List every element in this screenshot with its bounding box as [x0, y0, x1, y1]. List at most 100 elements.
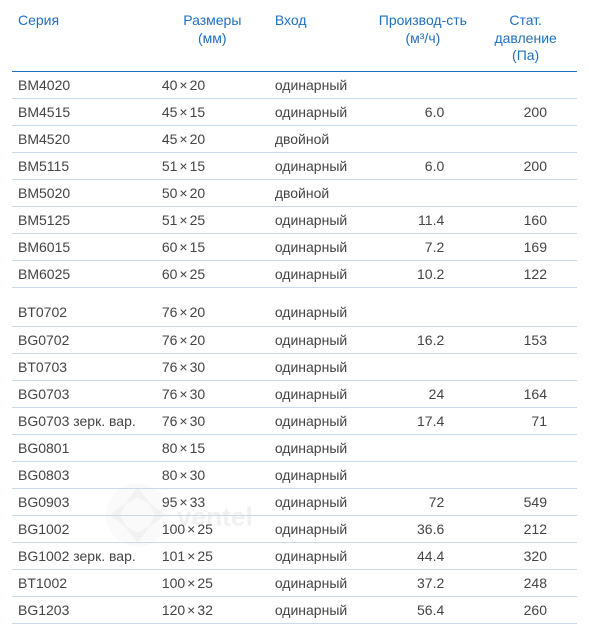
table-row: BM402040×20одинарный	[12, 71, 577, 98]
dim-height: 15	[190, 104, 206, 120]
dim-height: 30	[190, 359, 206, 375]
dim-times: ×	[177, 467, 189, 483]
cell-inlet: одинарный	[269, 299, 372, 326]
cell-size: 101×25	[156, 542, 269, 569]
cell-flow	[372, 461, 475, 488]
cell-inlet: одинарный	[269, 569, 372, 596]
table-row: BG070276×20одинарный16.2153	[12, 326, 577, 353]
header-flow: Производ-сть (м³/ч)	[372, 8, 475, 71]
table-row: BT070276×20одинарный	[12, 299, 577, 326]
cell-flow: 37.2	[372, 569, 475, 596]
cell-pressure	[474, 434, 577, 461]
cell-pressure: 549	[474, 488, 577, 515]
dim-width: 51	[162, 212, 178, 228]
dim-width: 101	[162, 548, 185, 564]
dim-times: ×	[177, 359, 189, 375]
cell-flow: 36.6	[372, 515, 475, 542]
cell-inlet: одинарный	[269, 434, 372, 461]
cell-size: 51×15	[156, 152, 269, 179]
cell-series: BG0803	[12, 461, 156, 488]
table-row: BG1203120×32одинарный56.4260	[12, 596, 577, 623]
dim-times: ×	[177, 104, 189, 120]
cell-inlet: двойной	[269, 125, 372, 152]
cell-pressure: 160	[474, 206, 577, 233]
table-row: BG090395×33одинарный72549	[12, 488, 577, 515]
cell-flow: 16.2	[372, 326, 475, 353]
cell-pressure	[474, 71, 577, 98]
dim-width: 51	[162, 158, 178, 174]
header-size-label-2: (мм)	[198, 30, 227, 46]
cell-inlet: одинарный	[269, 488, 372, 515]
dim-times: ×	[177, 440, 189, 456]
cell-inlet: одинарный	[269, 380, 372, 407]
dim-times: ×	[185, 548, 197, 564]
header-series: Серия	[12, 8, 156, 71]
table-row: BM452045×20двойной	[12, 125, 577, 152]
dim-height: 20	[190, 131, 206, 147]
dim-width: 50	[162, 185, 178, 201]
dim-times: ×	[177, 266, 189, 282]
cell-series: BM4020	[12, 71, 156, 98]
cell-series: BG1002	[12, 515, 156, 542]
cell-pressure: 122	[474, 260, 577, 287]
dim-width: 80	[162, 440, 178, 456]
dim-times: ×	[177, 386, 189, 402]
cell-size: 80×30	[156, 461, 269, 488]
cell-series: BG0702	[12, 326, 156, 353]
dim-times: ×	[177, 77, 189, 93]
dim-width: 100	[162, 575, 185, 591]
cell-size: 40×20	[156, 71, 269, 98]
cell-inlet: одинарный	[269, 515, 372, 542]
dim-height: 25	[197, 548, 213, 564]
table-row: BM502050×20двойной	[12, 179, 577, 206]
cell-inlet: одинарный	[269, 206, 372, 233]
cell-size: 45×20	[156, 125, 269, 152]
dim-height: 20	[190, 304, 206, 320]
dim-times: ×	[177, 158, 189, 174]
cell-pressure: 200	[474, 98, 577, 125]
cell-size: 60×25	[156, 260, 269, 287]
dim-height: 30	[190, 386, 206, 402]
cell-flow	[372, 125, 475, 152]
cell-pressure: 260	[474, 596, 577, 623]
dim-width: 100	[162, 521, 185, 537]
dim-height: 15	[190, 239, 206, 255]
dim-times: ×	[177, 185, 189, 201]
dim-times: ×	[177, 332, 189, 348]
dim-times: ×	[177, 304, 189, 320]
cell-pressure: 169	[474, 233, 577, 260]
dim-height: 15	[190, 158, 206, 174]
cell-size: 45×15	[156, 98, 269, 125]
cell-inlet: одинарный	[269, 233, 372, 260]
cell-size: 51×25	[156, 206, 269, 233]
cell-pressure: 212	[474, 515, 577, 542]
cell-pressure	[474, 461, 577, 488]
dim-height: 20	[190, 332, 206, 348]
table-row: BM512551×25одинарный11.4160	[12, 206, 577, 233]
table-row: BG0703 зерк. вар.76×30одинарный17.471	[12, 407, 577, 434]
dim-height: 25	[190, 212, 206, 228]
gap-cell	[12, 287, 577, 299]
cell-flow: 11.4	[372, 206, 475, 233]
table-row: BG070376×30одинарный24164	[12, 380, 577, 407]
cell-pressure: 320	[474, 542, 577, 569]
cell-flow: 6.0	[372, 98, 475, 125]
dim-height: 20	[190, 77, 206, 93]
cell-inlet: двойной	[269, 179, 372, 206]
cell-size: 76×30	[156, 380, 269, 407]
cell-flow	[372, 353, 475, 380]
table-gap-row	[12, 287, 577, 299]
dim-width: 120	[162, 602, 185, 618]
dim-times: ×	[177, 494, 189, 510]
header-flow-label-2: (м³/ч)	[405, 30, 440, 46]
header-series-label: Серия	[18, 12, 59, 28]
cell-flow	[372, 71, 475, 98]
cell-series: BG1203	[12, 596, 156, 623]
dim-width: 60	[162, 239, 178, 255]
header-pressure: Стат. давление (Па)	[474, 8, 577, 71]
cell-size: 50×20	[156, 179, 269, 206]
cell-series: BG0903	[12, 488, 156, 515]
cell-pressure: 248	[474, 569, 577, 596]
cell-series: BM4515	[12, 98, 156, 125]
cell-flow: 44.4	[372, 542, 475, 569]
